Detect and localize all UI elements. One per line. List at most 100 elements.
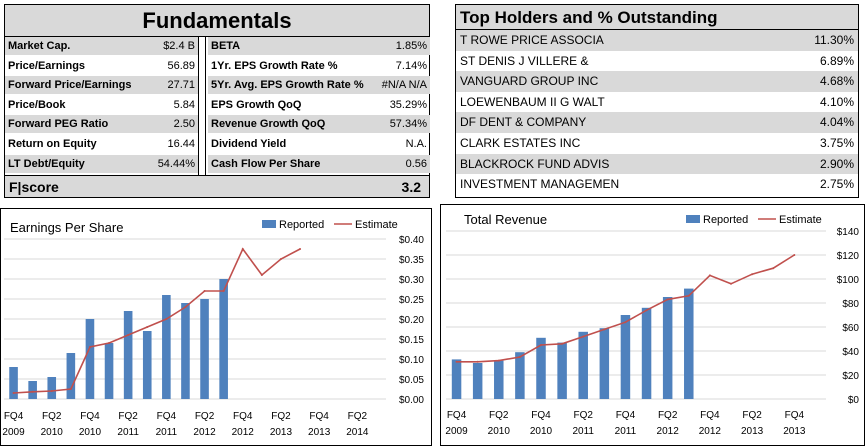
legend-bar-swatch <box>686 215 700 223</box>
legend-estimate-label: Estimate <box>355 219 398 231</box>
fundamental-label: LT Debt/Equity <box>8 157 85 170</box>
reported-bar <box>181 303 190 399</box>
x-tick-year: 2010 <box>79 427 102 438</box>
fundamental-label: Dividend Yield <box>211 138 287 150</box>
estimate-point <box>518 356 521 358</box>
fundamental-row: Forward Price/Earnings 27.71 <box>5 76 198 95</box>
holder-row: CLARK ESTATES INC 3.75% <box>456 133 858 154</box>
reported-bar <box>9 367 18 399</box>
y-tick-label: $40 <box>842 347 859 358</box>
y-tick-label: $0.35 <box>399 255 424 266</box>
fundamental-row: Price/Book 5.84 <box>5 96 198 114</box>
x-tick-year: 2014 <box>346 427 369 438</box>
x-tick-year: 2009 <box>2 427 25 438</box>
top-holders-panel: Top Holders and % Outstanding T ROWE PRI… <box>455 4 859 198</box>
x-tick-quarter: FQ2 <box>195 411 215 422</box>
estimate-point <box>184 306 187 308</box>
y-tick-label: $100 <box>837 275 860 286</box>
x-tick-quarter: FQ2 <box>271 411 291 422</box>
fundamental-label: Return on Equity <box>8 138 97 150</box>
x-tick-quarter: FQ4 <box>309 411 329 422</box>
estimate-point <box>772 267 775 270</box>
estimate-point <box>793 254 796 256</box>
fundamental-row: Market Cap. $2.4 B <box>5 37 198 55</box>
x-tick-quarter: FQ4 <box>157 411 177 422</box>
x-tick-year: 2011 <box>117 427 139 438</box>
fundamental-row: Forward PEG Ratio 2.50 <box>5 115 198 134</box>
x-tick-quarter: FQ4 <box>616 410 636 421</box>
reported-bar <box>142 331 152 399</box>
fundamental-value: 35.29% <box>389 98 427 111</box>
y-tick-label: $0.05 <box>399 375 424 386</box>
estimate-point <box>299 248 302 250</box>
revenue-chart: Total Revenue Reported Estimate $0 $20 $40 $60… <box>440 204 865 446</box>
fundamental-value: N.A. <box>405 138 427 150</box>
fundamental-label: Cash Flow Per Share <box>211 157 321 170</box>
reported-bar <box>515 352 525 399</box>
estimate-point <box>31 390 34 393</box>
reported-bar <box>104 343 114 399</box>
holder-row: T ROWE PRICE ASSOCIA 11.30% <box>456 30 858 51</box>
legend-estimate-label: Estimate <box>779 214 822 226</box>
x-tick-quarter: FQ4 <box>4 411 24 422</box>
x-tick-year: 2010 <box>41 427 64 438</box>
estimate-point <box>603 328 606 331</box>
estimate-point <box>582 335 585 338</box>
y-tick-label: $0.20 <box>399 315 424 326</box>
reported-bar <box>599 328 610 399</box>
x-tick-year: 2011 <box>572 426 594 437</box>
column-divider <box>198 37 206 177</box>
x-tick-year: 2013 <box>270 427 293 438</box>
x-tick-quarter: FQ2 <box>489 410 509 421</box>
estimate-point <box>666 298 669 301</box>
x-tick-quarter: FQ2 <box>658 410 678 421</box>
reported-bar <box>200 299 209 399</box>
eps-chart: Earnings Per Share Reported Estimate $0.00 $… <box>0 208 432 446</box>
estimate-point <box>12 392 15 394</box>
reported-bar <box>47 377 57 399</box>
y-tick-label: $0.40 <box>399 235 424 246</box>
chart-frame <box>0 208 432 446</box>
fundamental-value: 7.14% <box>395 59 427 72</box>
fscore-row: F|score 3.2 <box>5 175 429 197</box>
fundamental-value: 1.85% <box>395 40 427 52</box>
holder-row: DF DENT & COMPANY 4.04% <box>456 112 858 133</box>
fundamental-value: 27.71 <box>167 79 195 92</box>
holder-name: T ROWE PRICE ASSOCIA <box>460 33 604 47</box>
holder-name: DF DENT & COMPANY <box>460 115 587 130</box>
estimate-point <box>203 290 206 292</box>
reported-bar <box>557 342 567 399</box>
y-tick-label: $0.30 <box>399 275 424 286</box>
holder-name: ST DENIS J VILLERE & <box>460 53 589 68</box>
holder-name: BLACKROCK FUND ADVIS <box>460 156 610 171</box>
y-tick-label: $0.15 <box>399 335 424 346</box>
reported-bar <box>662 297 673 399</box>
chart-frame <box>440 204 865 446</box>
reported-bar <box>66 353 76 399</box>
x-tick-year: 2012 <box>193 427 216 438</box>
reported-bar <box>85 319 95 399</box>
legend-reported-label: Reported <box>279 219 324 231</box>
x-tick-quarter: FQ2 <box>348 411 368 422</box>
estimate-point <box>624 321 627 324</box>
x-tick-quarter: FQ4 <box>80 411 100 422</box>
fundamental-value: 2.50 <box>173 118 195 131</box>
estimate-point <box>476 360 479 363</box>
reported-bar <box>536 337 546 399</box>
x-tick-quarter: FQ4 <box>447 410 467 421</box>
x-tick-year: 2012 <box>699 426 722 437</box>
y-tick-label: $0 <box>848 395 860 406</box>
fundamental-value: $2.4 B <box>163 40 195 52</box>
estimate-point <box>455 360 458 363</box>
holder-percent: 3.75% <box>819 136 854 150</box>
fundamental-value: #N/A N/A <box>381 79 427 92</box>
estimate-point <box>69 388 72 390</box>
fundamental-value: 16.44 <box>167 138 195 150</box>
fundamental-label: EPS Growth QoQ <box>211 98 302 111</box>
x-tick-year: 2011 <box>156 427 178 438</box>
fundamental-label: Market Cap. <box>8 40 71 52</box>
fundamental-row: 5Yr. Avg. EPS Growth Rate % #N/A N/A <box>208 76 430 95</box>
holder-percent: 2.75% <box>819 177 854 192</box>
fundamental-value: 54.44% <box>157 157 195 170</box>
fundamentals-title: Fundamentals <box>5 5 429 37</box>
